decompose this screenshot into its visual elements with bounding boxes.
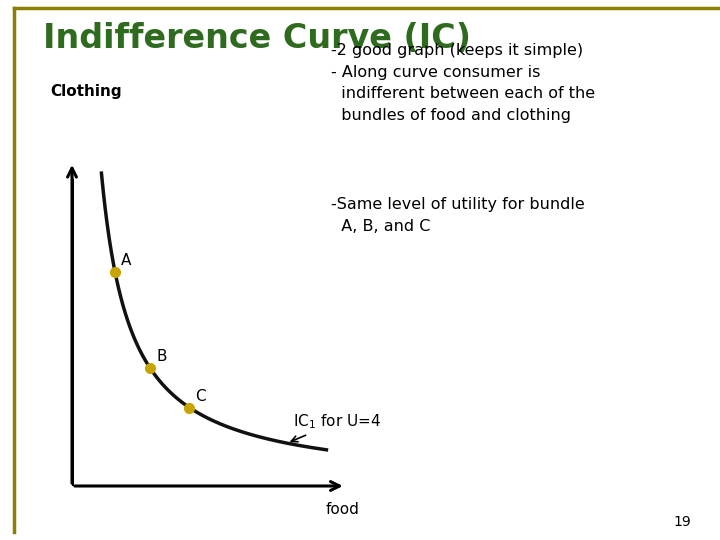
Text: Clothing: Clothing xyxy=(50,84,122,99)
Text: IC$_1$ for U=4: IC$_1$ for U=4 xyxy=(292,413,381,442)
Text: C: C xyxy=(195,389,206,403)
Text: Indifference Curve (IC): Indifference Curve (IC) xyxy=(43,22,471,55)
Text: A: A xyxy=(121,253,131,267)
Text: -2 good graph (keeps it simple)
- Along curve consumer is
  indifferent between : -2 good graph (keeps it simple) - Along … xyxy=(331,43,595,123)
Text: -Same level of utility for bundle
  A, B, and C: -Same level of utility for bundle A, B, … xyxy=(331,197,585,234)
Text: 19: 19 xyxy=(673,515,691,529)
Text: food: food xyxy=(326,502,360,517)
Text: B: B xyxy=(156,349,166,364)
